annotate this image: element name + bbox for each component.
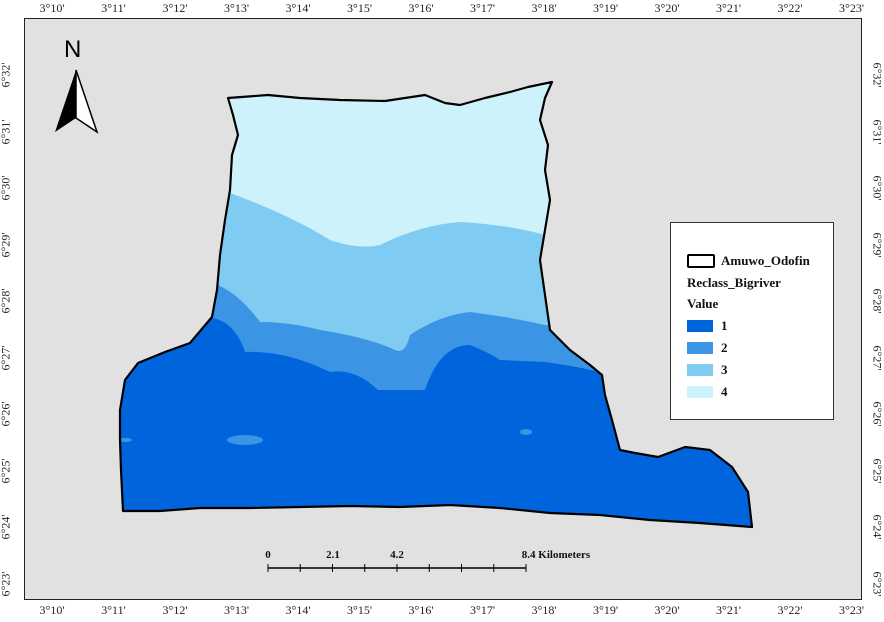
graticule-label: 3°23' [839, 1, 864, 15]
scale-label: 2.1 [326, 549, 340, 561]
graticule-label: 3°20' [654, 603, 680, 617]
graticule-label: 3°22' [777, 603, 803, 617]
graticule-label: 3°19' [593, 603, 618, 617]
graticule-label: 3°12' [162, 603, 188, 617]
graticule-label: 3°17' [470, 1, 495, 15]
graticule-label: 3°16' [408, 603, 434, 617]
boundary-swatch [687, 254, 715, 268]
scale-label: 4.2 [390, 549, 404, 561]
graticule-label: 3°18' [531, 603, 557, 617]
graticule-label: 3°23' [839, 603, 864, 617]
graticule-label: 3°19' [593, 1, 618, 15]
graticule-label: 3°12' [162, 1, 188, 15]
graticule-label: 3°13' [224, 603, 249, 617]
legend-class-label: 4 [721, 384, 728, 399]
legend-class-label: 3 [721, 362, 728, 377]
graticule-label: 3°10' [39, 603, 65, 617]
graticule-label: 3°21' [716, 1, 741, 15]
graticule-label: 3°10' [39, 1, 65, 15]
graticule-label: 3°15' [347, 603, 372, 617]
graticule-label: 3°18' [531, 1, 557, 15]
legend-boundary-row: Amuwo_Odofin [687, 253, 810, 269]
north-arrow-icon [55, 69, 99, 134]
legend-class-row: 4 [687, 384, 728, 400]
class-swatch [687, 342, 713, 354]
graticule-label: 3°11' [101, 1, 126, 15]
graticule-label: 3°11' [101, 603, 126, 617]
legend-field-title: Value [687, 296, 718, 312]
north-label: N [64, 36, 82, 63]
legend-class-row: 1 [687, 318, 728, 334]
amuwo-odofin-boundary[interactable] [118, 80, 754, 529]
class-swatch [687, 364, 713, 376]
graticule-label: 3°13' [224, 1, 249, 15]
graticule-label: 3°14' [285, 1, 311, 15]
legend-class-label: 2 [721, 340, 728, 355]
legend-field-label: Value [687, 296, 719, 311]
scale-bar [267, 564, 527, 572]
legend-class-row: 2 [687, 340, 728, 356]
class-2-patch [120, 438, 132, 442]
legend: Amuwo_Odofin Reclass_Bigriver Value 1 2 … [670, 222, 834, 420]
legend-boundary-label: Amuwo_Odofin [721, 253, 810, 268]
scale-label: 0 [265, 549, 271, 561]
class-2-patch [227, 435, 263, 445]
graticule-label: 3°16' [408, 1, 434, 15]
graticule-label: 3°22' [777, 1, 803, 15]
legend-layer-title: Reclass_Bigriver [687, 275, 781, 291]
graticule-label: 3°14' [285, 603, 311, 617]
graticule-label: 3°21' [716, 603, 741, 617]
scale-label: 8.4 Kilometers [521, 549, 591, 561]
class-swatch [687, 386, 713, 398]
graticule-label: 3°17' [470, 603, 495, 617]
graticule-label: 3°15' [347, 1, 372, 15]
class-2-patch [520, 429, 532, 435]
class-swatch [687, 320, 713, 332]
legend-layer-label: Reclass_Bigriver [687, 275, 781, 290]
legend-class-row: 3 [687, 362, 728, 378]
legend-class-label: 1 [721, 318, 728, 333]
graticule-label: 3°20' [654, 1, 680, 15]
